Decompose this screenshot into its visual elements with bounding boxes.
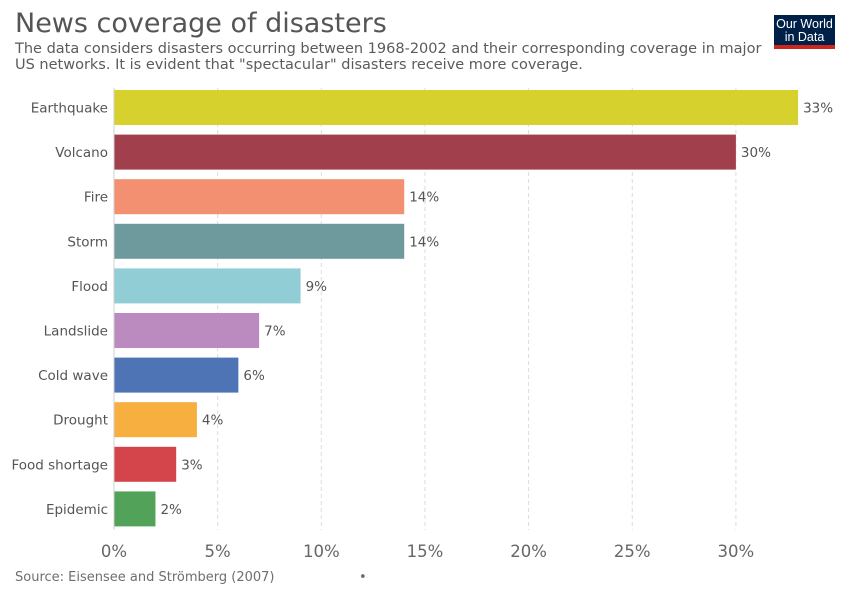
category-label-landslide: Landslide xyxy=(44,324,108,340)
value-label-epidemic: 2% xyxy=(160,502,182,518)
bar-earthquake xyxy=(114,90,799,125)
category-label-food-shortage: Food shortage xyxy=(11,457,108,473)
value-label-fire: 14% xyxy=(409,190,439,206)
value-label-storm: 14% xyxy=(409,234,439,250)
logo-line-2: in Data xyxy=(784,30,825,44)
category-label-flood: Flood xyxy=(71,279,108,295)
category-label-drought: Drought xyxy=(53,413,108,429)
x-tick-label-30: 30% xyxy=(718,542,755,561)
x-tick-label-0: 0% xyxy=(101,542,127,561)
bar-fire xyxy=(114,179,405,215)
category-label-epidemic: Epidemic xyxy=(46,502,108,518)
bar-flood xyxy=(114,268,301,304)
bar-drought xyxy=(114,402,197,438)
category-label-storm: Storm xyxy=(67,234,108,250)
logo-line-1: Our World xyxy=(776,17,833,31)
bar-landslide xyxy=(114,313,260,348)
footer-dot: • xyxy=(359,570,367,585)
bar-volcano xyxy=(114,134,736,170)
category-label-earthquake: Earthquake xyxy=(31,101,108,117)
source-note: Source: Eisensee and Strömberg (2007) xyxy=(15,570,275,585)
value-label-volcano: 30% xyxy=(741,145,771,161)
category-label-fire: Fire xyxy=(84,190,108,206)
x-tick-label-10: 10% xyxy=(303,542,340,561)
x-tick-label-20: 20% xyxy=(510,542,547,561)
category-label-cold-wave: Cold wave xyxy=(38,368,108,384)
chart-title: News coverage of disasters xyxy=(15,8,387,39)
value-label-food-shortage: 3% xyxy=(181,457,203,473)
bar-cold-wave xyxy=(114,357,239,393)
bar-storm xyxy=(114,223,405,259)
value-label-landslide: 7% xyxy=(264,324,286,340)
value-label-earthquake: 33% xyxy=(803,101,833,117)
value-label-drought: 4% xyxy=(202,413,224,429)
category-label-volcano: Volcano xyxy=(55,145,108,161)
x-tick-label-25: 25% xyxy=(614,542,651,561)
bar-food-shortage xyxy=(114,446,177,482)
chart-subtitle: The data considers disasters occurring b… xyxy=(15,41,762,73)
bar-epidemic xyxy=(114,491,156,527)
our-world-in-data-logo[interactable]: Our World in Data xyxy=(774,15,835,49)
value-label-cold-wave: 6% xyxy=(243,368,265,384)
value-label-flood: 9% xyxy=(306,279,328,295)
x-tick-label-15: 15% xyxy=(407,542,444,561)
x-tick-label-5: 5% xyxy=(205,542,231,561)
